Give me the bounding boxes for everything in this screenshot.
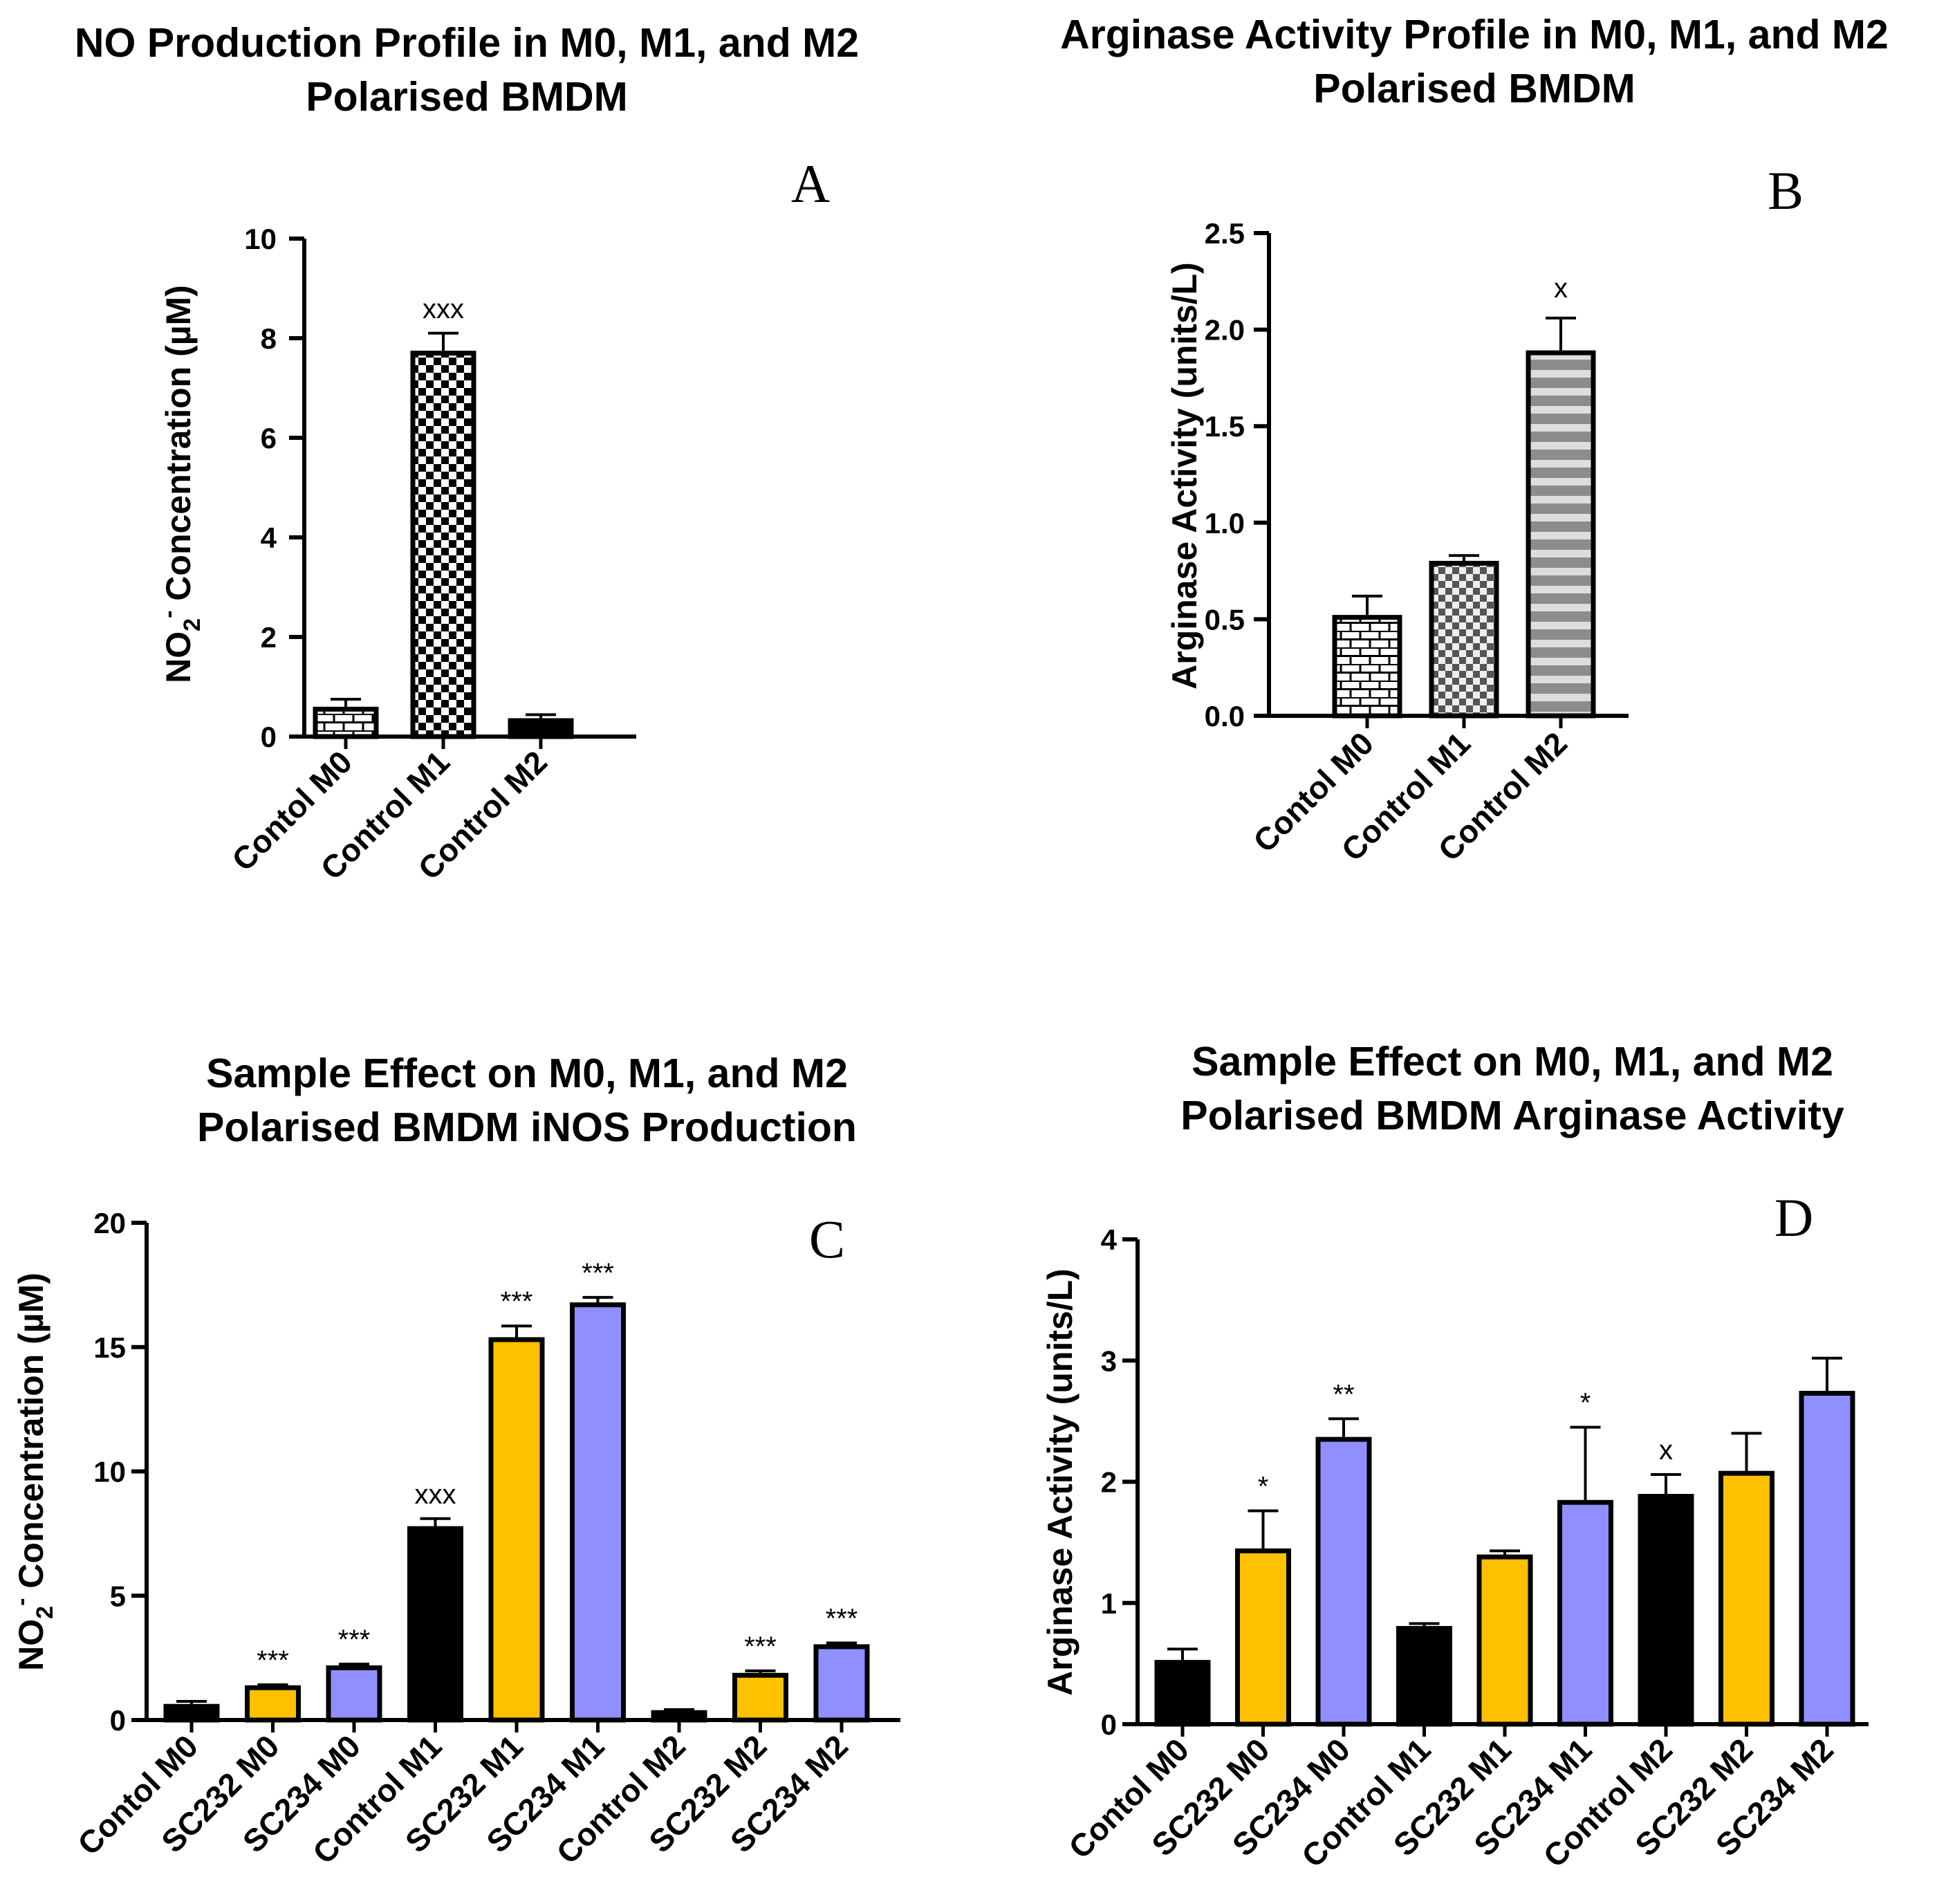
- significance-label: x: [1659, 1435, 1673, 1466]
- y-tick-label: 0: [1101, 1708, 1117, 1741]
- y-tick-label: 15: [93, 1331, 126, 1364]
- significance-label: ***: [501, 1286, 533, 1317]
- significance-label: xxx: [415, 1479, 456, 1510]
- bar: [1429, 560, 1499, 719]
- y-tick-label: 2: [261, 621, 277, 654]
- significance-label: ***: [338, 1625, 371, 1655]
- bar: [1235, 1548, 1291, 1727]
- bar: [508, 718, 574, 739]
- bar: [1557, 1499, 1613, 1727]
- panel-c-title-line-1: Sample Effect on M0, M1, and M2: [206, 1051, 848, 1096]
- y-axis-title-superscript: -: [8, 1598, 35, 1606]
- significance-label: *: [1258, 1472, 1269, 1502]
- y-tick-label: 4: [1101, 1223, 1118, 1256]
- y-axis-title: Arginase Activity (units/L): [1041, 1268, 1079, 1696]
- y-tick-label: 1.5: [1205, 410, 1245, 443]
- y-tick-label: 2: [1101, 1466, 1117, 1499]
- y-tick-label: 5: [110, 1580, 126, 1612]
- significance-label: ***: [744, 1632, 777, 1662]
- bar: [410, 351, 476, 739]
- bar: [1526, 350, 1596, 719]
- panel-a: NO Production Profile in M0, M1, and M2 …: [75, 20, 859, 887]
- bar: [1396, 1626, 1452, 1727]
- panel-d-title-line-2: Polarised BMDM Arginase Activity: [1180, 1093, 1844, 1138]
- y-tick-label: 2.5: [1205, 217, 1245, 250]
- panel-d-title-line-1: Sample Effect on M0, M1, and M2: [1192, 1039, 1833, 1084]
- significance-label: ***: [826, 1604, 858, 1634]
- y-tick-label: 10: [244, 223, 277, 255]
- y-axis-title-main: Arginase Activity (units/L): [1165, 262, 1204, 690]
- significance-label: *: [1580, 1388, 1591, 1418]
- y-tick-label: 0.5: [1205, 603, 1245, 636]
- y-tick-label: 4: [261, 521, 277, 554]
- y-axis-title: NO2- Concentration (µM): [8, 1273, 58, 1671]
- y-tick-label: 1.0: [1205, 507, 1245, 539]
- panel-a-title-line-1: NO Production Profile in M0, M1, and M2: [75, 20, 859, 66]
- bar: [1638, 1494, 1694, 1727]
- y-axis-title-subscript: 2: [32, 1606, 58, 1619]
- bar: [1315, 1436, 1372, 1727]
- panel-a-letter: A: [791, 154, 830, 214]
- significance-label: **: [1333, 1379, 1354, 1409]
- significance-label: x: [1554, 273, 1568, 304]
- bar: [245, 1685, 301, 1723]
- bar: [163, 1703, 220, 1723]
- y-tick-label: 0: [261, 721, 277, 753]
- bar: [1476, 1554, 1533, 1727]
- panel-c-title-line-2: Polarised BMDM iNOS Production: [197, 1104, 857, 1150]
- bar: [570, 1302, 626, 1723]
- bar: [813, 1644, 870, 1723]
- y-axis-title-main: Arginase Activity (units/L): [1041, 1268, 1079, 1696]
- panel-a-title-line-2: Polarised BMDM: [306, 74, 628, 120]
- y-axis-title: Arginase Activity (units/L): [1165, 262, 1204, 690]
- panel-b-title-line-2: Polarised BMDM: [1313, 66, 1635, 111]
- y-tick-label: 6: [261, 422, 277, 454]
- y-axis-title-rest: Concentration (µM): [12, 1273, 50, 1598]
- y-axis-title-superscript: -: [156, 611, 182, 618]
- y-tick-label: 0.0: [1205, 700, 1245, 732]
- y-tick-label: 2.0: [1205, 314, 1245, 346]
- bar: [326, 1665, 382, 1723]
- panel-b-letter: B: [1768, 160, 1804, 221]
- significance-label: xxx: [423, 294, 464, 324]
- bar: [732, 1672, 788, 1723]
- y-tick-label: 10: [93, 1456, 126, 1488]
- y-tick-label: 1: [1101, 1587, 1117, 1620]
- y-tick-label: 20: [93, 1207, 126, 1239]
- bar: [1799, 1391, 1855, 1727]
- y-axis-title-rest: Concentration (µM): [159, 285, 198, 610]
- y-axis-title-main: NO: [12, 1619, 50, 1671]
- panel-c: Sample Effect on M0, M1, and M2 Polarise…: [8, 1051, 900, 1871]
- bar: [407, 1526, 463, 1723]
- bar: [1154, 1660, 1211, 1727]
- panel-d-letter: D: [1774, 1187, 1813, 1248]
- significance-label: ***: [257, 1645, 289, 1676]
- bar: [488, 1337, 545, 1723]
- panel-b: Arginase Activity Profile in M0, M1, and…: [1060, 12, 1889, 868]
- bar: [1718, 1470, 1774, 1727]
- y-axis-title-subscript: 2: [179, 618, 205, 631]
- panel-d: Sample Effect on M0, M1, and M2 Polarise…: [1041, 1039, 1869, 1874]
- bar: [651, 1710, 707, 1723]
- panel-b-title-line-1: Arginase Activity Profile in M0, M1, and…: [1060, 12, 1889, 57]
- panel-c-letter: C: [809, 1209, 845, 1269]
- bar: [313, 706, 379, 739]
- y-tick-label: 3: [1101, 1344, 1117, 1377]
- y-tick-label: 0: [110, 1704, 126, 1737]
- bar: [1332, 615, 1402, 719]
- y-axis-title: NO2- Concentration (µM): [156, 285, 205, 683]
- y-tick-label: 8: [261, 322, 277, 355]
- significance-label: ***: [582, 1258, 614, 1288]
- y-axis-title-main: NO: [159, 631, 198, 683]
